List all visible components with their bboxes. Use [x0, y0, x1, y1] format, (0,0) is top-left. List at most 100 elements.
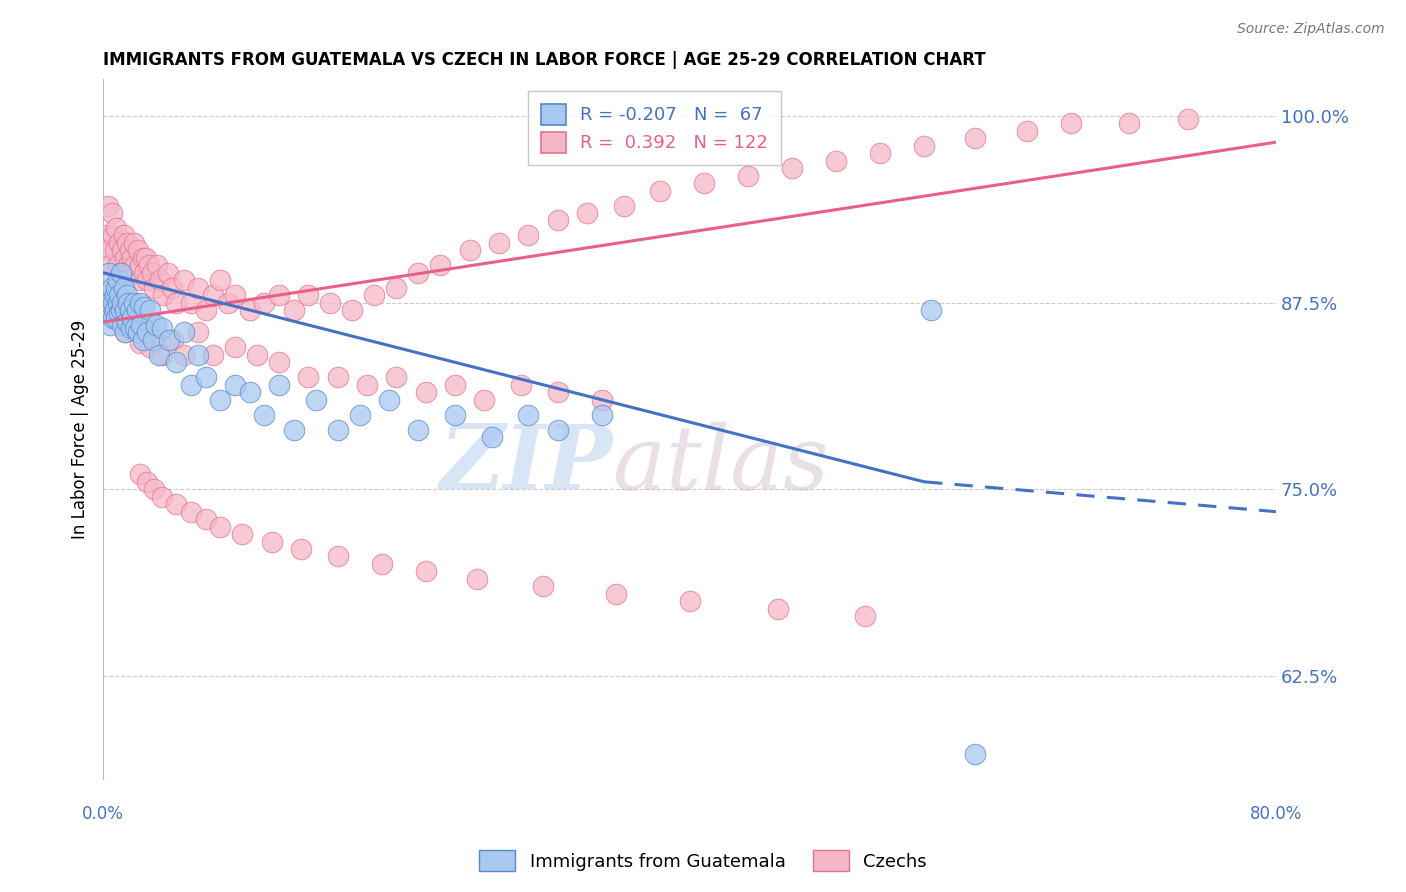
Point [224, 377, 246, 392]
Point [103, 310, 125, 325]
Point [737, 169, 759, 183]
Point [110, 303, 132, 318]
Point [246, 348, 269, 362]
Point [94, 228, 117, 243]
Point [825, 153, 848, 168]
Point [326, 423, 349, 437]
Point [117, 295, 139, 310]
Point [780, 161, 803, 176]
Point [111, 318, 134, 332]
Point [150, 321, 173, 335]
Point [444, 408, 467, 422]
Point [326, 549, 349, 564]
Point [124, 258, 146, 272]
Point [145, 318, 167, 332]
Point [124, 321, 146, 335]
Point [132, 251, 155, 265]
Text: IMMIGRANTS FROM GUATEMALA VS CZECH IN LABOR FORCE | AGE 25-29 CORRELATION CHART: IMMIGRANTS FROM GUATEMALA VS CZECH IN LA… [103, 51, 986, 69]
Point [297, 370, 319, 384]
Point [142, 333, 165, 347]
Point [869, 146, 891, 161]
Point [458, 244, 481, 258]
Point [385, 370, 408, 384]
Point [370, 557, 392, 571]
Point [129, 318, 152, 332]
Point [122, 295, 145, 310]
Point [111, 295, 134, 310]
Point [415, 565, 437, 579]
Point [94, 288, 117, 302]
Point [128, 295, 150, 310]
Point [105, 310, 128, 325]
Legend: Immigrants from Guatemala, Czechs: Immigrants from Guatemala, Czechs [472, 843, 934, 879]
Point [547, 213, 569, 227]
Point [180, 377, 202, 392]
Point [481, 430, 503, 444]
Point [150, 490, 173, 504]
Point [429, 258, 451, 272]
Point [114, 326, 136, 340]
Point [139, 340, 162, 354]
Point [912, 138, 935, 153]
Point [187, 280, 209, 294]
Point [129, 273, 152, 287]
Point [766, 601, 789, 615]
Point [146, 258, 169, 272]
Point [267, 377, 290, 392]
Point [108, 235, 131, 250]
Point [173, 348, 195, 362]
Point [1060, 116, 1083, 130]
Point [920, 303, 942, 318]
Point [202, 288, 225, 302]
Point [115, 315, 138, 329]
Point [613, 198, 636, 212]
Point [488, 235, 510, 250]
Point [650, 184, 672, 198]
Point [591, 408, 613, 422]
Point [965, 747, 987, 761]
Point [253, 408, 276, 422]
Point [283, 303, 305, 318]
Point [100, 318, 122, 332]
Point [120, 321, 142, 335]
Point [143, 482, 166, 496]
Point [100, 303, 122, 318]
Point [165, 497, 187, 511]
Point [136, 475, 159, 489]
Point [148, 348, 170, 362]
Point [141, 266, 163, 280]
Point [104, 288, 127, 302]
Point [693, 176, 716, 190]
Point [385, 280, 408, 294]
Point [224, 340, 246, 354]
Point [103, 295, 125, 310]
Point [149, 273, 172, 287]
Point [180, 505, 202, 519]
Text: ZIP: ZIP [440, 421, 613, 508]
Point [283, 423, 305, 437]
Point [110, 266, 132, 280]
Point [125, 266, 148, 280]
Point [194, 512, 217, 526]
Point [173, 273, 195, 287]
Point [134, 266, 156, 280]
Point [160, 280, 183, 294]
Point [108, 288, 131, 302]
Point [107, 273, 129, 287]
Text: Source: ZipAtlas.com: Source: ZipAtlas.com [1237, 22, 1385, 37]
Point [136, 273, 159, 287]
Point [100, 258, 122, 272]
Point [135, 251, 157, 265]
Point [378, 392, 401, 407]
Point [855, 609, 877, 624]
Point [342, 303, 364, 318]
Point [305, 392, 328, 407]
Point [547, 423, 569, 437]
Point [231, 527, 253, 541]
Point [517, 408, 540, 422]
Point [118, 295, 141, 310]
Point [125, 303, 148, 318]
Point [156, 266, 179, 280]
Point [1118, 116, 1140, 130]
Point [105, 280, 128, 294]
